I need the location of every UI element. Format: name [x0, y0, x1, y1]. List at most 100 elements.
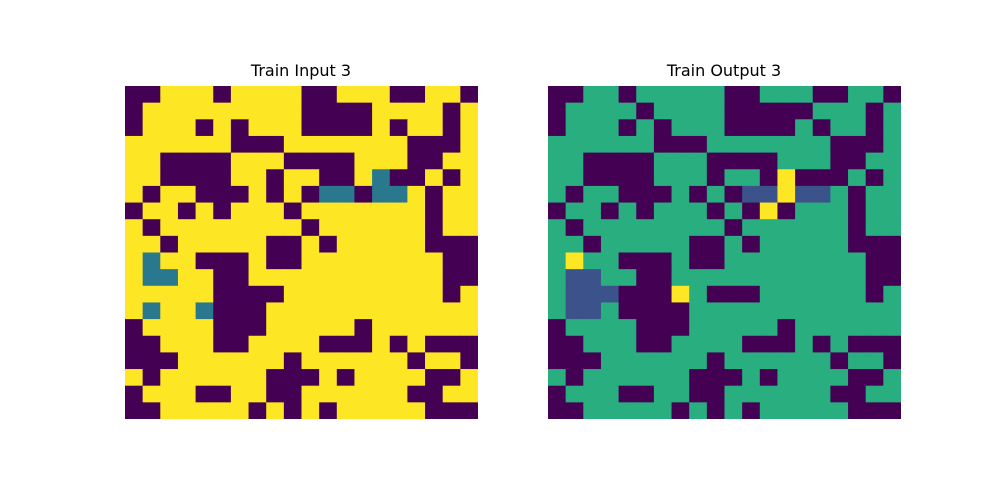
grid-cell	[266, 235, 285, 254]
grid-cell	[442, 385, 461, 403]
grid-cell	[319, 319, 338, 337]
grid-cell	[160, 152, 179, 170]
grid-cell	[425, 369, 444, 387]
grid-cell	[865, 319, 884, 337]
grid-cell	[354, 169, 373, 187]
grid-cell	[372, 335, 391, 353]
grid-cell	[583, 202, 602, 220]
grid-cell	[565, 385, 584, 403]
grid-cell	[177, 319, 197, 337]
grid-cell	[389, 285, 408, 304]
grid-cell	[600, 86, 620, 104]
grid-cell	[125, 302, 144, 320]
grid-cell	[671, 285, 690, 304]
grid-cell	[689, 335, 708, 353]
grid-cell	[195, 219, 214, 237]
grid-cell	[442, 219, 461, 237]
grid-cell	[407, 119, 426, 137]
grid-cell	[600, 219, 620, 237]
grid-cell	[425, 269, 444, 287]
grid-cell	[812, 135, 831, 154]
grid-cell	[671, 235, 690, 254]
grid-cell	[636, 202, 655, 220]
grid-cell	[336, 402, 356, 419]
grid-cell	[848, 102, 867, 120]
grid-cell	[848, 219, 867, 237]
grid-cell	[565, 152, 584, 170]
grid-cell	[724, 219, 743, 237]
grid-cell	[442, 285, 461, 304]
grid-cell	[213, 119, 232, 137]
grid-cell	[848, 235, 867, 254]
grid-cell	[742, 269, 761, 287]
grid-cell	[600, 235, 620, 254]
grid-cell	[177, 169, 197, 187]
grid-cell	[407, 269, 426, 287]
grid-cell	[160, 119, 179, 137]
grid-cell	[812, 319, 831, 337]
grid-cell	[777, 102, 796, 120]
grid-cell	[177, 402, 197, 419]
grid-cell	[372, 385, 391, 403]
grid-cell	[142, 352, 161, 370]
grid-cell	[142, 119, 161, 137]
grid-cell	[812, 119, 831, 137]
grid-cell	[460, 169, 478, 187]
grid-cell	[372, 402, 391, 419]
grid-cell	[777, 152, 796, 170]
grid-cell	[160, 369, 179, 387]
grid-cell	[160, 385, 179, 403]
grid-cell	[883, 152, 901, 170]
grid-cell	[548, 135, 567, 154]
grid-cell	[195, 119, 214, 137]
grid-cell	[583, 102, 602, 120]
grid-cell	[653, 402, 673, 419]
grid-cell	[848, 302, 867, 320]
grid-cell	[724, 169, 743, 187]
grid-cell	[600, 385, 620, 403]
grid-cell	[848, 119, 867, 137]
grid-cell	[142, 369, 161, 387]
grid-cell	[653, 119, 673, 137]
grid-cell	[830, 202, 849, 220]
grid-cell	[266, 185, 285, 204]
grid-cell	[230, 352, 250, 370]
grid-cell	[372, 369, 391, 387]
grid-cell	[442, 135, 461, 154]
grid-cell	[142, 269, 161, 287]
grid-cell	[460, 102, 478, 120]
grid-cell	[407, 352, 426, 370]
grid-cell	[213, 135, 232, 154]
grid-cell	[865, 202, 884, 220]
grid-cell	[583, 319, 602, 337]
grid-cell	[548, 152, 567, 170]
grid-cell	[230, 202, 250, 220]
grid-cell	[442, 152, 461, 170]
grid-cell	[407, 285, 426, 304]
grid-cell	[865, 135, 884, 154]
grid-cell	[283, 102, 303, 120]
grid-cell	[125, 235, 144, 254]
grid-cell	[125, 202, 144, 220]
grid-cell	[266, 319, 285, 337]
grid-cell	[177, 202, 197, 220]
grid-cell	[425, 185, 444, 204]
grid-cell	[618, 169, 637, 187]
grid-cell	[548, 302, 567, 320]
grid-cell	[460, 369, 478, 387]
grid-cell	[883, 235, 901, 254]
grid-cell	[848, 86, 867, 104]
grid-cell	[742, 135, 761, 154]
grid-cell	[230, 235, 250, 254]
grid-cell	[759, 252, 779, 270]
grid-cell	[425, 152, 444, 170]
grid-cell	[195, 302, 214, 320]
grid-cell	[759, 352, 779, 370]
grid-cell	[671, 202, 690, 220]
grid-cell	[865, 102, 884, 120]
grid-cell	[742, 185, 761, 204]
grid-cell	[830, 119, 849, 137]
grid-cell	[248, 219, 267, 237]
grid-cell	[883, 102, 901, 120]
grid-cell	[283, 235, 303, 254]
